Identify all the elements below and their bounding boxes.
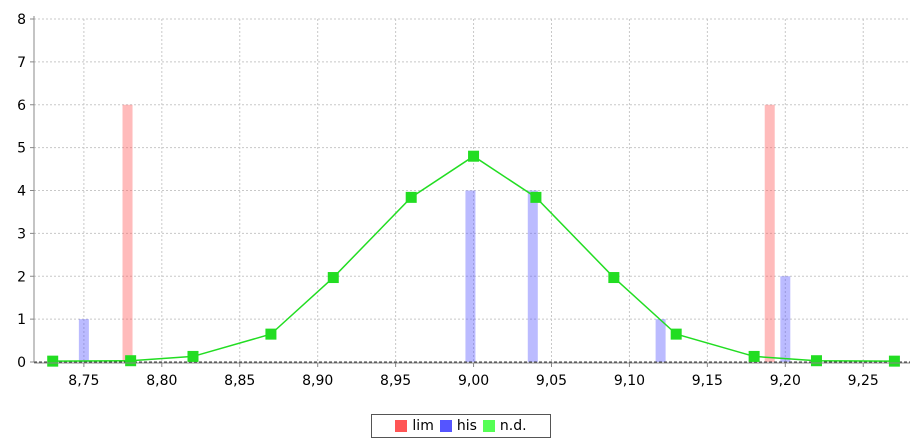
marker-nd	[468, 150, 480, 162]
marker-nd	[405, 191, 417, 203]
x-tick-label: 8,80	[146, 373, 177, 389]
marker-nd	[327, 272, 339, 284]
x-tick-label: 8,75	[68, 373, 99, 389]
x-tick-label: 9,00	[458, 373, 489, 389]
x-tick-label: 9,20	[770, 373, 801, 389]
legend-item-his: his	[439, 418, 477, 434]
legend-swatch-lim	[395, 420, 408, 432]
chart-legend: lim his n.d.	[371, 414, 551, 438]
marker-nd	[810, 355, 822, 367]
legend-swatch-his	[439, 420, 452, 432]
x-tick-label: 9,10	[614, 373, 645, 389]
legend-label-nd: n.d.	[499, 418, 527, 434]
marker-nd	[530, 191, 542, 203]
bar-lim	[764, 104, 775, 362]
bar-his	[527, 190, 538, 362]
y-tick-label: 1	[17, 312, 26, 328]
marker-nd	[125, 355, 137, 367]
legend-label-lim: lim	[412, 418, 434, 434]
bar-his	[465, 190, 476, 362]
marker-nd	[47, 355, 59, 367]
y-tick-label: 6	[17, 98, 26, 114]
marker-nd	[265, 328, 277, 340]
legend-label-his: his	[456, 418, 477, 434]
y-tick-label: 8	[17, 12, 26, 28]
bar-his	[655, 319, 666, 362]
y-tick-label: 4	[17, 184, 26, 200]
x-tick-label: 8,90	[302, 373, 333, 389]
y-tick-label: 3	[17, 226, 26, 242]
legend-swatch-nd	[482, 420, 495, 432]
marker-nd	[748, 350, 760, 362]
bar-lim	[122, 104, 133, 362]
y-tick-label: 2	[17, 269, 26, 285]
x-tick-label: 8,95	[380, 373, 411, 389]
marker-nd	[670, 328, 682, 340]
bar-his	[780, 276, 791, 362]
x-tick-label: 9,25	[848, 373, 879, 389]
x-tick-label: 9,05	[536, 373, 567, 389]
marker-nd	[608, 272, 620, 284]
x-tick-label: 8,85	[224, 373, 255, 389]
legend-item-nd: n.d.	[482, 418, 527, 434]
marker-nd	[888, 355, 900, 367]
legend-item-lim: lim	[395, 418, 434, 434]
y-tick-label: 7	[17, 55, 26, 71]
plot-area	[34, 19, 910, 362]
x-tick-label: 9,15	[692, 373, 723, 389]
y-tick-label: 0	[17, 355, 26, 371]
y-tick-label: 5	[17, 141, 26, 157]
bar-his	[78, 319, 89, 362]
marker-nd	[187, 350, 199, 362]
